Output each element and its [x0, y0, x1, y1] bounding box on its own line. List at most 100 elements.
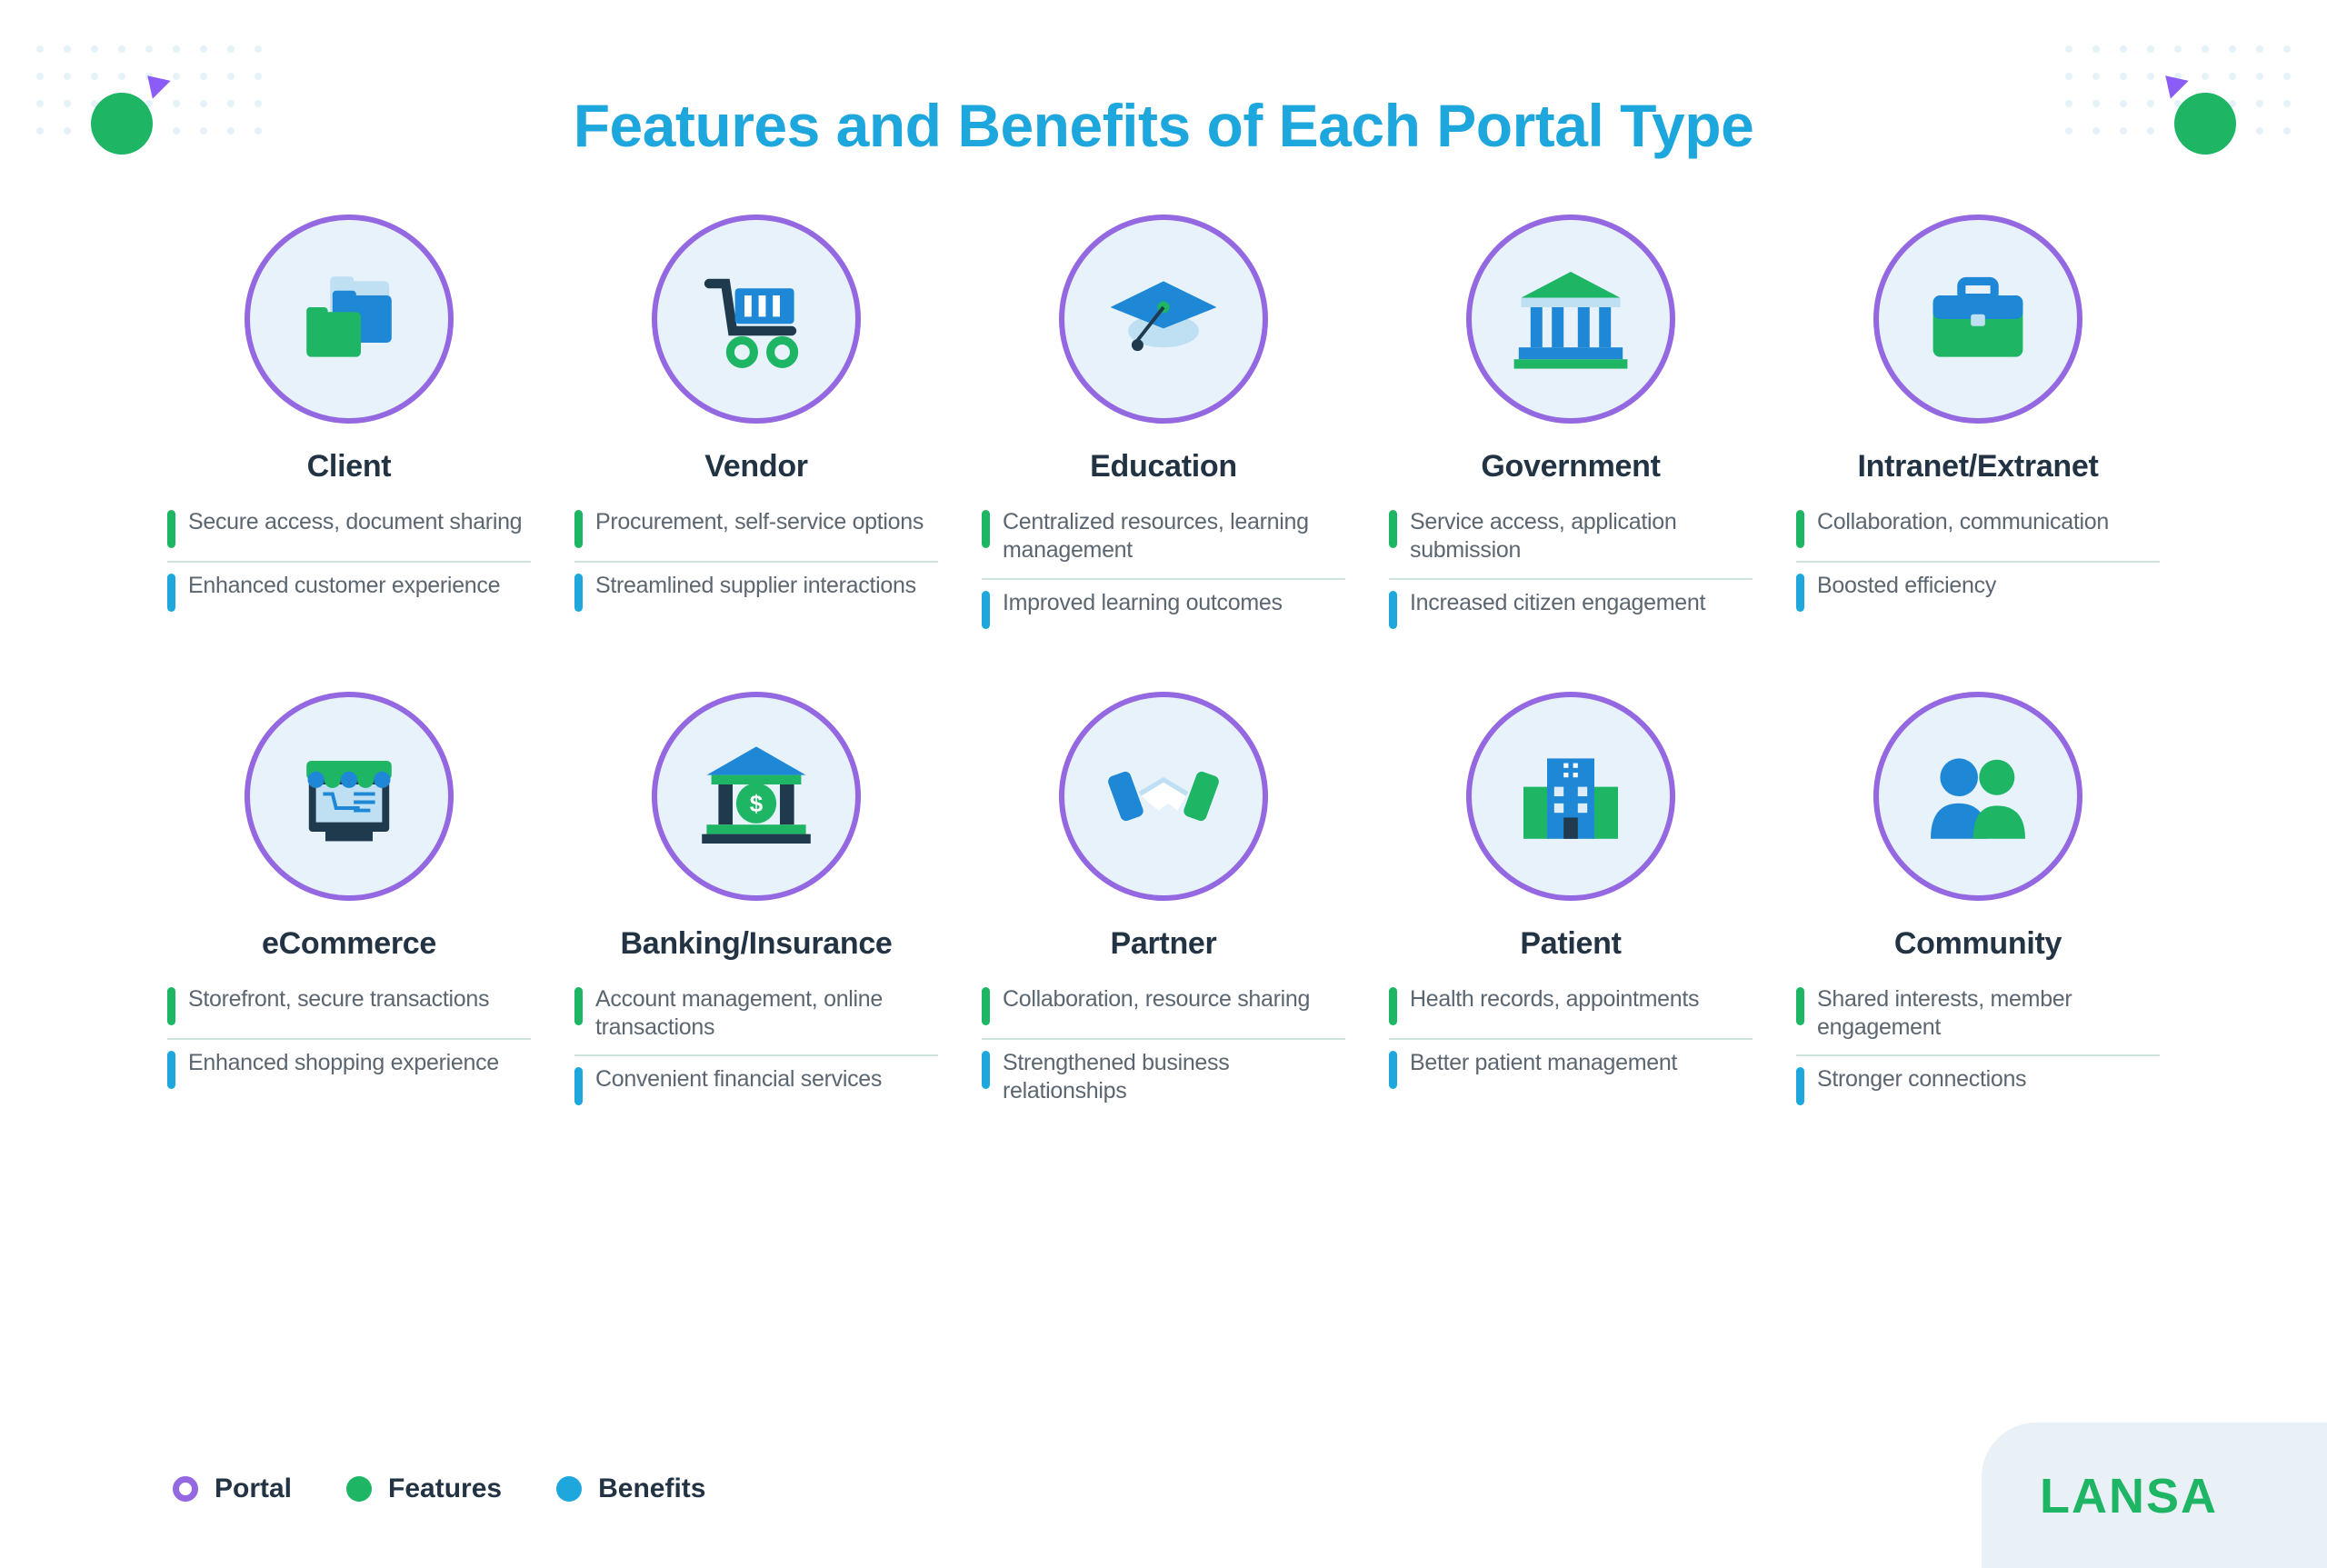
government-icon	[1466, 215, 1675, 424]
client-icon	[245, 215, 454, 424]
patient-benefit-text: Better patient management	[1410, 1049, 1677, 1077]
government-feature-text: Service access, application submission	[1410, 508, 1753, 565]
patient-title: Patient	[1385, 926, 1756, 962]
education-benefit-row: Improved learning outcomes	[982, 578, 1345, 642]
legend-benefits: Benefits	[556, 1473, 705, 1504]
government-benefit-row: Increased citizen engagement	[1389, 578, 1753, 642]
government-title: Government	[1385, 449, 1756, 484]
partner-title: Partner	[978, 926, 1349, 962]
ecommerce-benefit-text: Enhanced shopping experience	[188, 1049, 499, 1077]
brand-logo: LANSA	[2040, 1468, 2218, 1524]
page-title: Features and Benefits of Each Portal Typ…	[164, 91, 2163, 160]
intranet-icon	[1873, 215, 2082, 424]
partner-benefit-row: Strengthened business relationships	[982, 1038, 1345, 1119]
feature-pill-icon	[1389, 987, 1397, 1025]
feature-pill-icon	[982, 987, 990, 1025]
vendor-title: Vendor	[571, 449, 942, 484]
feature-pill-icon	[1796, 987, 1804, 1025]
portal-card-banking: $ Banking/Insurance Account management, …	[571, 692, 942, 1119]
ecommerce-title: eCommerce	[164, 926, 534, 962]
ecommerce-feature-text: Storefront, secure transactions	[188, 985, 489, 1014]
intranet-feature-row: Collaboration, communication	[1796, 499, 2160, 561]
legend: Portal Features Benefits	[173, 1473, 705, 1504]
legend-benefits-dot-icon	[556, 1476, 582, 1502]
portal-card-patient: Patient Health records, appointments Bet…	[1385, 692, 1756, 1119]
feature-pill-icon	[1389, 510, 1397, 548]
intranet-benefit-text: Boosted efficiency	[1817, 572, 1996, 600]
vendor-feature-text: Procurement, self-service options	[595, 508, 924, 536]
ecommerce-icon	[245, 692, 454, 901]
community-benefit-text: Stronger connections	[1817, 1065, 2026, 1094]
portal-card-client: Client Secure access, document sharing E…	[164, 215, 534, 642]
portal-card-partner: Partner Collaboration, resource sharing …	[978, 692, 1349, 1119]
education-feature-text: Centralized resources, learning manageme…	[1003, 508, 1345, 565]
partner-icon	[1059, 692, 1268, 901]
svg-text:$: $	[750, 789, 764, 816]
benefit-pill-icon	[574, 1067, 583, 1105]
vendor-benefit-row: Streamlined supplier interactions	[574, 561, 938, 624]
client-feature-text: Secure access, document sharing	[188, 508, 522, 536]
legend-features-dot-icon	[346, 1476, 372, 1502]
legend-portal-label: Portal	[215, 1473, 292, 1504]
education-icon	[1059, 215, 1268, 424]
portal-card-community: Community Shared interests, member engag…	[1793, 692, 2163, 1119]
banking-icon: $	[652, 692, 861, 901]
legend-portal: Portal	[173, 1473, 292, 1504]
intranet-benefit-row: Boosted efficiency	[1796, 561, 2160, 624]
patient-benefit-row: Better patient management	[1389, 1038, 1753, 1102]
decor-corner-top-right	[2154, 73, 2236, 155]
benefit-pill-icon	[982, 1051, 990, 1089]
vendor-feature-row: Procurement, self-service options	[574, 499, 938, 561]
legend-benefits-label: Benefits	[598, 1473, 705, 1504]
portal-card-education: Education Centralized resources, learnin…	[978, 215, 1349, 642]
client-title: Client	[164, 449, 534, 484]
intranet-feature-text: Collaboration, communication	[1817, 508, 2109, 536]
benefit-pill-icon	[1796, 1067, 1804, 1105]
client-benefit-row: Enhanced customer experience	[167, 561, 531, 624]
partner-feature-row: Collaboration, resource sharing	[982, 976, 1345, 1038]
portal-grid: Client Secure access, document sharing E…	[164, 215, 2163, 1118]
feature-pill-icon	[1796, 510, 1804, 548]
banking-benefit-row: Convenient financial services	[574, 1054, 938, 1118]
ecommerce-benefit-row: Enhanced shopping experience	[167, 1038, 531, 1102]
banking-title: Banking/Insurance	[571, 926, 942, 962]
banking-feature-text: Account management, online transactions	[595, 985, 938, 1043]
government-feature-row: Service access, application submission	[1389, 499, 1753, 578]
community-icon	[1873, 692, 2082, 901]
portal-card-government: Government Service access, application s…	[1385, 215, 1756, 642]
education-benefit-text: Improved learning outcomes	[1003, 589, 1283, 617]
vendor-benefit-text: Streamlined supplier interactions	[595, 572, 916, 600]
portal-card-intranet: Intranet/Extranet Collaboration, communi…	[1793, 215, 2163, 642]
portal-card-ecommerce: eCommerce Storefront, secure transaction…	[164, 692, 534, 1119]
feature-pill-icon	[982, 510, 990, 548]
community-feature-row: Shared interests, member engagement	[1796, 976, 2160, 1055]
patient-feature-text: Health records, appointments	[1410, 985, 1699, 1014]
portal-card-vendor: Vendor Procurement, self-service options…	[571, 215, 942, 642]
ecommerce-feature-row: Storefront, secure transactions	[167, 976, 531, 1038]
client-benefit-text: Enhanced customer experience	[188, 572, 500, 600]
intranet-title: Intranet/Extranet	[1793, 449, 2163, 484]
patient-feature-row: Health records, appointments	[1389, 976, 1753, 1038]
education-feature-row: Centralized resources, learning manageme…	[982, 499, 1345, 578]
feature-pill-icon	[167, 987, 175, 1025]
community-benefit-row: Stronger connections	[1796, 1054, 2160, 1118]
community-title: Community	[1793, 926, 2163, 962]
benefit-pill-icon	[167, 574, 175, 612]
feature-pill-icon	[574, 987, 583, 1025]
partner-benefit-text: Strengthened business relationships	[1003, 1049, 1345, 1106]
benefit-pill-icon	[1796, 574, 1804, 612]
legend-features-label: Features	[388, 1473, 502, 1504]
legend-features: Features	[346, 1473, 502, 1504]
decor-corner-top-left	[91, 73, 173, 155]
client-feature-row: Secure access, document sharing	[167, 499, 531, 561]
banking-benefit-text: Convenient financial services	[595, 1065, 882, 1094]
feature-pill-icon	[167, 510, 175, 548]
banking-feature-row: Account management, online transactions	[574, 976, 938, 1055]
vendor-icon	[652, 215, 861, 424]
partner-feature-text: Collaboration, resource sharing	[1003, 985, 1310, 1014]
benefit-pill-icon	[574, 574, 583, 612]
benefit-pill-icon	[1389, 1051, 1397, 1089]
feature-pill-icon	[574, 510, 583, 548]
government-benefit-text: Increased citizen engagement	[1410, 589, 1705, 617]
benefit-pill-icon	[1389, 591, 1397, 629]
